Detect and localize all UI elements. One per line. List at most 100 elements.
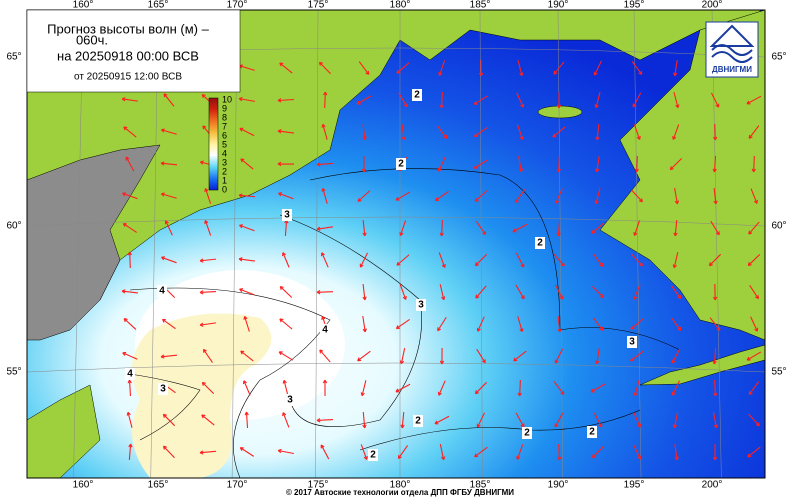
- arrow: [514, 189, 526, 203]
- arrow: [164, 220, 173, 236]
- longitude-label: 200°: [702, 0, 723, 11]
- arrow: [240, 158, 254, 170]
- contour-label-bg: [416, 299, 426, 311]
- arrow: [556, 155, 561, 173]
- arrow: [123, 318, 137, 330]
- arrow: [474, 253, 488, 267]
- arrow: [669, 158, 683, 171]
- latitude-label: 65°: [6, 52, 21, 63]
- land-peninsula: [639, 344, 765, 386]
- land-southwest: [27, 384, 101, 478]
- arrow: [633, 444, 642, 460]
- arrow: [243, 315, 250, 332]
- graticule: [27, 10, 765, 478]
- longitude-label: 185°: [470, 0, 491, 11]
- contour-label: 4: [159, 286, 165, 297]
- meridian: [557, 10, 563, 478]
- arrow: [318, 61, 331, 75]
- arrow: [123, 126, 137, 138]
- arrow: [322, 379, 328, 397]
- arrow: [238, 193, 256, 198]
- arrow: [319, 349, 331, 363]
- arrow: [401, 123, 406, 141]
- arrow: [474, 190, 488, 202]
- footer: © 2017 Автоские технологии отдела ДПП ФГ…: [286, 488, 514, 497]
- arrow: [746, 351, 762, 361]
- longitude-label: 190°: [548, 0, 569, 11]
- arrow: [475, 221, 487, 236]
- arrow: [439, 284, 446, 301]
- legend-label: 10: [222, 94, 232, 104]
- contour-label: 2: [370, 450, 376, 461]
- arrow: [671, 380, 680, 396]
- arrow: [395, 383, 411, 393]
- contour-label: 2: [415, 416, 421, 427]
- arrow: [360, 380, 367, 397]
- arrow: [437, 380, 446, 396]
- contour-label: 3: [284, 210, 290, 221]
- arrow: [362, 283, 367, 301]
- arrow: [359, 252, 369, 268]
- arrow: [712, 155, 717, 173]
- arrow: [239, 127, 255, 137]
- contour-label: 2: [398, 159, 404, 170]
- legend-label: 2: [222, 166, 227, 176]
- arrow: [204, 188, 212, 204]
- arrow: [439, 444, 446, 461]
- arrow: [630, 350, 644, 362]
- map-frame: [26, 9, 766, 479]
- arrow: [672, 252, 679, 269]
- arrow: [128, 443, 133, 461]
- legend-label: 7: [222, 121, 227, 131]
- contour-label-bg: [522, 427, 532, 439]
- arrow: [399, 220, 407, 236]
- arrow: [673, 60, 678, 77]
- longitude-label: 200°: [702, 480, 723, 491]
- arrow: [748, 381, 760, 395]
- longitude-label: 185°: [470, 480, 491, 491]
- arrow: [201, 414, 215, 426]
- arrow: [554, 188, 563, 204]
- arrow: [473, 159, 489, 169]
- arrow: [239, 288, 255, 296]
- arrow: [201, 381, 215, 395]
- arrow: [633, 412, 642, 428]
- arrow: [476, 348, 486, 364]
- arrow: [321, 187, 328, 204]
- legend-label: 8: [222, 112, 227, 122]
- arrow: [593, 60, 603, 76]
- arrow: [556, 219, 561, 237]
- arrow: [279, 285, 293, 298]
- arrow: [282, 412, 290, 428]
- longitude-label: 160°: [73, 0, 94, 11]
- land-alaska: [599, 10, 765, 341]
- contour-label: 4: [322, 325, 328, 336]
- arrow: [670, 285, 682, 299]
- arrow: [592, 253, 604, 267]
- arrow: [434, 190, 449, 202]
- arrow: [199, 258, 217, 263]
- contour-label: 2: [414, 90, 420, 101]
- arrow: [557, 315, 562, 333]
- arrow: [595, 123, 600, 141]
- arrow: [747, 254, 761, 267]
- arrow: [592, 317, 604, 331]
- arrow: [553, 61, 565, 75]
- longitude-label: 180°: [390, 0, 411, 11]
- arrow: [362, 411, 367, 429]
- title: Прогноз высоты волн (м) –: [47, 21, 209, 36]
- arrow: [437, 156, 446, 172]
- arrow: [595, 348, 600, 365]
- arrow: [238, 257, 256, 262]
- arrow: [476, 316, 485, 332]
- arrow: [279, 318, 293, 330]
- arrow: [594, 188, 601, 205]
- longitude-label: 165°: [148, 0, 169, 11]
- arrow: [750, 316, 759, 332]
- arrow: [277, 129, 295, 134]
- longitude-label: 175°: [308, 480, 329, 491]
- arrow: [594, 92, 601, 109]
- arrow: [710, 220, 720, 236]
- arrow: [630, 318, 644, 330]
